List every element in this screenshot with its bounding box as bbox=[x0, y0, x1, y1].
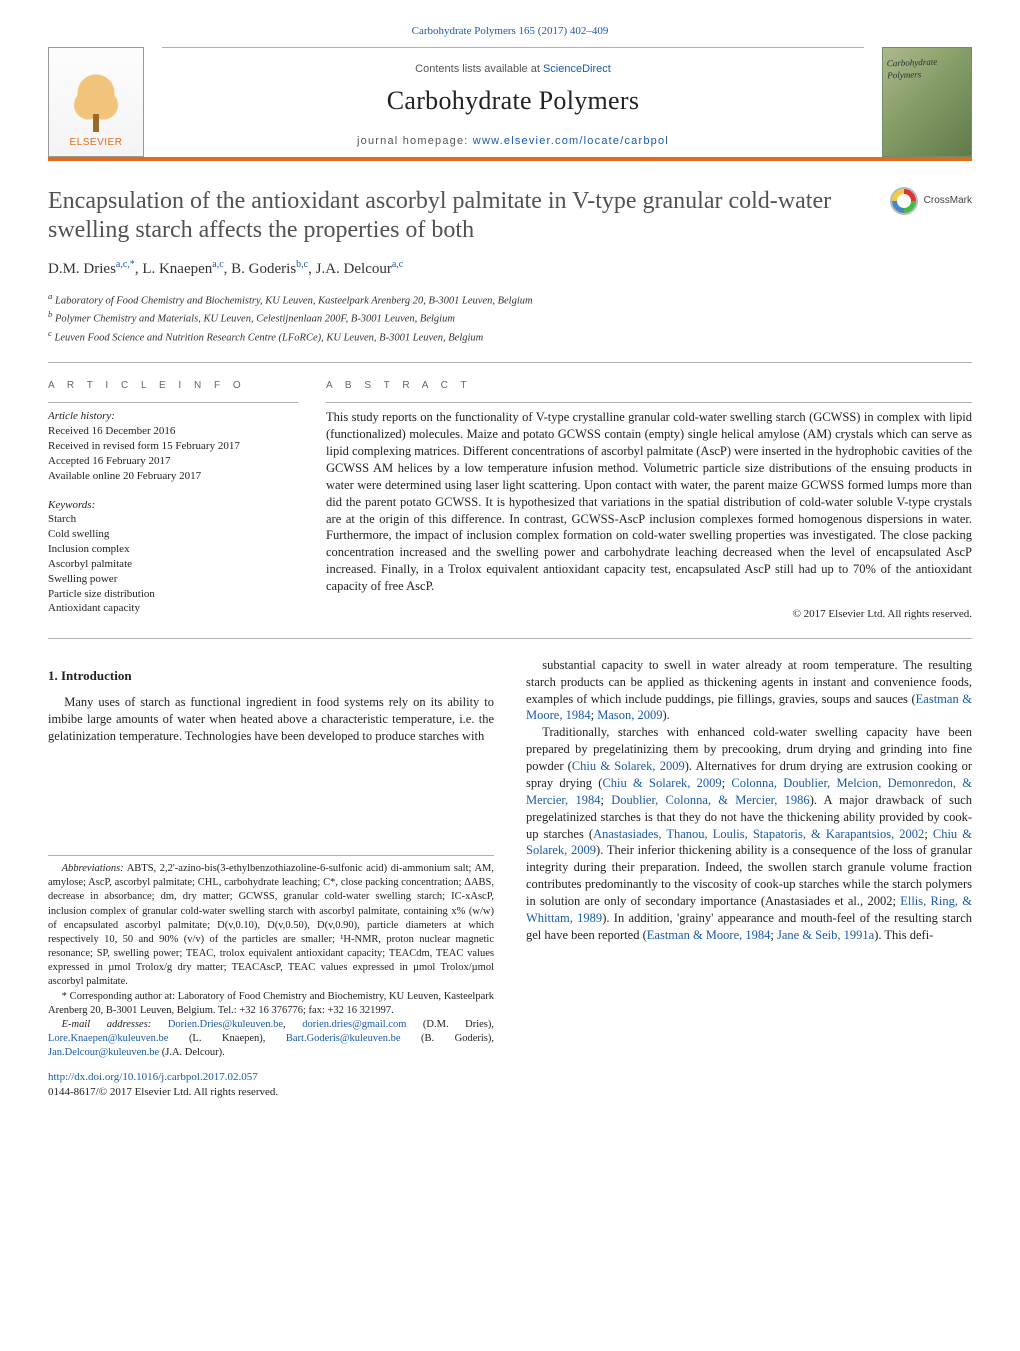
journal-header: ELSEVIER Contents lists available at Sci… bbox=[48, 47, 972, 161]
history-line: Received in revised form 15 February 201… bbox=[48, 439, 298, 454]
abstract-head: A B S T R A C T bbox=[326, 379, 972, 393]
divider bbox=[48, 402, 298, 403]
abstract-text: This study reports on the functionality … bbox=[326, 409, 972, 595]
keyword: Antioxidant capacity bbox=[48, 601, 298, 616]
running-head-link[interactable]: Carbohydrate Polymers 165 (2017) 402–409 bbox=[412, 25, 609, 37]
left-column: 1. Introduction Many uses of starch as f… bbox=[48, 657, 494, 1100]
sciencedirect-link[interactable]: ScienceDirect bbox=[543, 63, 611, 75]
citation-link[interactable]: Chiu & Solarek, 2009 bbox=[602, 776, 721, 790]
intro-para-right-1: substantial capacity to swell in water a… bbox=[526, 657, 972, 725]
running-head: Carbohydrate Polymers 165 (2017) 402–409 bbox=[48, 24, 972, 39]
footnotes: Abbreviations: ABTS, 2,2'-azino-bis(3-et… bbox=[48, 855, 494, 1060]
contents-line: Contents lists available at ScienceDirec… bbox=[162, 62, 864, 77]
affiliation: b Polymer Chemistry and Materials, KU Le… bbox=[48, 308, 972, 327]
citation-link[interactable]: Doublier, Colonna, & Mercier, 1986 bbox=[611, 793, 810, 807]
publisher-name: ELSEVIER bbox=[70, 136, 123, 150]
header-center: Contents lists available at ScienceDirec… bbox=[162, 47, 864, 157]
history-line: Accepted 16 February 2017 bbox=[48, 454, 298, 469]
email-link[interactable]: Jan.Delcour@kuleuven.be bbox=[48, 1047, 159, 1058]
journal-name: Carbohydrate Polymers bbox=[162, 83, 864, 118]
article-info-head: A R T I C L E I N F O bbox=[48, 379, 298, 393]
corresponding-author: * Corresponding author at: Laboratory of… bbox=[48, 990, 494, 1018]
section-heading-introduction: 1. Introduction bbox=[48, 667, 494, 685]
keywords-head: Keywords: bbox=[48, 498, 298, 513]
author-affil-link[interactable]: a,c bbox=[212, 259, 223, 270]
crossmark-icon bbox=[890, 187, 918, 215]
author-affil-link[interactable]: b,c bbox=[296, 259, 308, 270]
elsevier-tree-icon bbox=[71, 72, 121, 132]
citation-link[interactable]: Jane & Seib, 1991a bbox=[777, 928, 874, 942]
journal-cover-thumb: Carbohydrate Polymers bbox=[882, 47, 972, 157]
history-line: Received 16 December 2016 bbox=[48, 424, 298, 439]
citation-link[interactable]: Mason, 2009 bbox=[597, 708, 662, 722]
keyword: Particle size distribution bbox=[48, 587, 298, 602]
author: D.M. Dries bbox=[48, 261, 116, 277]
emails-block: E-mail addresses: Dorien.Dries@kuleuven.… bbox=[48, 1018, 494, 1061]
keyword: Ascorbyl palmitate bbox=[48, 557, 298, 572]
contents-prefix: Contents lists available at bbox=[415, 63, 543, 75]
affiliation: c Leuven Food Science and Nutrition Rese… bbox=[48, 327, 972, 346]
citation-link[interactable]: Chiu & Solarek, 2009 bbox=[572, 759, 685, 773]
email-link[interactable]: Bart.Goderis@kuleuven.be bbox=[286, 1033, 401, 1044]
copyright-line: © 2017 Elsevier Ltd. All rights reserved… bbox=[326, 607, 972, 622]
citation-link[interactable]: Eastman & Moore, 1984 bbox=[647, 928, 771, 942]
keyword: Starch bbox=[48, 512, 298, 527]
email-link[interactable]: Lore.Knaepen@kuleuven.be bbox=[48, 1033, 168, 1044]
history-line: Available online 20 February 2017 bbox=[48, 469, 298, 484]
article-info: A R T I C L E I N F O Article history: R… bbox=[48, 379, 298, 622]
email-head: E-mail addresses: bbox=[62, 1019, 168, 1030]
author: J.A. Delcour bbox=[316, 261, 392, 277]
authors-line: D.M. Driesa,c,*, L. Knaepena,c, B. Goder… bbox=[48, 258, 972, 279]
affiliations: a Laboratory of Food Chemistry and Bioch… bbox=[48, 290, 972, 346]
homepage-line: journal homepage: www.elsevier.com/locat… bbox=[162, 134, 864, 149]
author-affil-link[interactable]: a,c bbox=[392, 259, 403, 270]
crossmark-label: CrossMark bbox=[924, 194, 972, 208]
citation-link[interactable]: Ellis, Ring, & Whittam, 1989 bbox=[526, 894, 972, 925]
paper-title: Encapsulation of the antioxidant ascorby… bbox=[48, 187, 858, 245]
abbrev-head: Abbreviations: bbox=[62, 863, 124, 874]
cover-title: Carbohydrate Polymers bbox=[887, 54, 968, 81]
author: B. Goderis bbox=[231, 261, 296, 277]
history-lines: Received 16 December 2016Received in rev… bbox=[48, 424, 298, 483]
abstract: A B S T R A C T This study reports on th… bbox=[326, 379, 972, 622]
keyword: Inclusion complex bbox=[48, 542, 298, 557]
divider bbox=[48, 362, 972, 363]
keyword: Swelling power bbox=[48, 572, 298, 587]
homepage-prefix: journal homepage: bbox=[357, 135, 473, 147]
divider bbox=[326, 402, 972, 403]
intro-para-left: Many uses of starch as functional ingred… bbox=[48, 694, 494, 745]
citation-link[interactable]: Anastasiades, Thanou, Loulis, Stapatoris… bbox=[593, 827, 924, 841]
divider bbox=[48, 638, 972, 639]
affiliation: a Laboratory of Food Chemistry and Bioch… bbox=[48, 290, 972, 309]
email-link[interactable]: dorien.dries@gmail.com bbox=[302, 1019, 406, 1030]
history-head: Article history: bbox=[48, 409, 298, 424]
doi-block: http://dx.doi.org/10.1016/j.carbpol.2017… bbox=[48, 1070, 494, 1100]
keyword-lines: StarchCold swellingInclusion complexAsco… bbox=[48, 512, 298, 616]
author-affil-link[interactable]: a,c,* bbox=[116, 259, 135, 270]
crossmark-badge[interactable]: CrossMark bbox=[882, 187, 972, 215]
author: L. Knaepen bbox=[142, 261, 212, 277]
email-link[interactable]: Dorien.Dries@kuleuven.be bbox=[168, 1019, 283, 1030]
homepage-link[interactable]: www.elsevier.com/locate/carbpol bbox=[473, 135, 669, 147]
issn-copyright: 0144-8617/© 2017 Elsevier Ltd. All right… bbox=[48, 1086, 278, 1098]
abbrev-text: ABTS, 2,2'-azino-bis(3-ethylbenzothiazol… bbox=[48, 863, 494, 987]
publisher-logo: ELSEVIER bbox=[48, 47, 144, 157]
right-column: substantial capacity to swell in water a… bbox=[526, 657, 972, 1100]
intro-para-right-2: Traditionally, starches with enhanced co… bbox=[526, 724, 972, 943]
doi-link[interactable]: http://dx.doi.org/10.1016/j.carbpol.2017… bbox=[48, 1071, 258, 1083]
keyword: Cold swelling bbox=[48, 527, 298, 542]
citation-link[interactable]: Eastman & Moore, 1984 bbox=[526, 692, 972, 723]
